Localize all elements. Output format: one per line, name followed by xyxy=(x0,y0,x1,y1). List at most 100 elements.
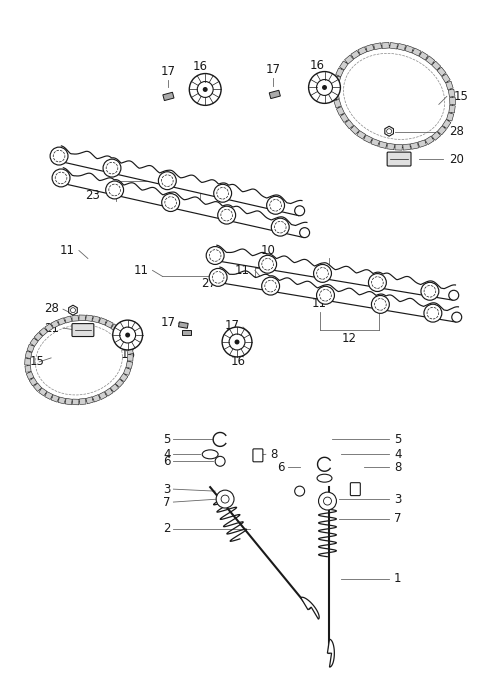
Text: 5: 5 xyxy=(394,433,401,446)
Polygon shape xyxy=(116,328,124,337)
Ellipse shape xyxy=(421,282,439,300)
Ellipse shape xyxy=(424,304,442,322)
Polygon shape xyxy=(24,359,31,365)
Polygon shape xyxy=(65,398,72,405)
Polygon shape xyxy=(92,395,100,402)
Polygon shape xyxy=(412,48,421,56)
Ellipse shape xyxy=(313,265,332,282)
Ellipse shape xyxy=(206,247,224,265)
Text: 11: 11 xyxy=(60,244,75,257)
Text: 4: 4 xyxy=(163,448,170,461)
Ellipse shape xyxy=(54,151,64,161)
Polygon shape xyxy=(333,76,341,84)
Text: 1: 1 xyxy=(394,572,402,585)
Polygon shape xyxy=(345,55,354,64)
Text: 12: 12 xyxy=(342,331,357,344)
Polygon shape xyxy=(390,42,397,49)
Polygon shape xyxy=(345,120,354,129)
FancyBboxPatch shape xyxy=(253,449,263,462)
Text: 15: 15 xyxy=(29,355,44,368)
Text: 21: 21 xyxy=(44,322,59,335)
Polygon shape xyxy=(69,306,77,315)
Polygon shape xyxy=(432,132,441,140)
Polygon shape xyxy=(395,145,402,150)
Text: 3: 3 xyxy=(163,483,170,496)
Ellipse shape xyxy=(295,206,305,216)
Polygon shape xyxy=(426,56,435,65)
Polygon shape xyxy=(333,92,339,100)
Polygon shape xyxy=(163,92,174,100)
Polygon shape xyxy=(363,135,372,143)
Ellipse shape xyxy=(56,173,66,183)
Circle shape xyxy=(229,334,245,350)
Text: 10: 10 xyxy=(261,244,275,257)
Circle shape xyxy=(322,85,327,90)
Polygon shape xyxy=(92,316,100,323)
Polygon shape xyxy=(443,119,451,128)
Polygon shape xyxy=(120,374,128,382)
Polygon shape xyxy=(111,324,119,332)
Polygon shape xyxy=(64,316,72,323)
Text: 17: 17 xyxy=(161,65,176,78)
Polygon shape xyxy=(72,399,79,405)
Polygon shape xyxy=(60,168,307,237)
Circle shape xyxy=(197,82,213,98)
Ellipse shape xyxy=(52,169,70,187)
Polygon shape xyxy=(446,113,454,121)
Polygon shape xyxy=(379,141,387,149)
Text: 23: 23 xyxy=(85,190,100,203)
Text: 16: 16 xyxy=(193,60,208,73)
Ellipse shape xyxy=(259,255,276,273)
Polygon shape xyxy=(25,351,32,359)
Polygon shape xyxy=(425,136,434,145)
Circle shape xyxy=(309,72,340,104)
Polygon shape xyxy=(410,143,419,149)
Polygon shape xyxy=(339,61,348,70)
Polygon shape xyxy=(99,318,107,325)
Polygon shape xyxy=(373,43,382,50)
Ellipse shape xyxy=(50,147,68,165)
Polygon shape xyxy=(79,398,86,404)
Polygon shape xyxy=(51,395,59,402)
Circle shape xyxy=(113,320,143,350)
Polygon shape xyxy=(123,368,131,375)
Circle shape xyxy=(316,80,333,95)
Text: 11: 11 xyxy=(235,264,250,277)
Polygon shape xyxy=(437,67,446,76)
Text: 28: 28 xyxy=(44,301,59,314)
Text: 4: 4 xyxy=(394,448,402,461)
Polygon shape xyxy=(437,126,446,135)
Polygon shape xyxy=(382,42,389,48)
Polygon shape xyxy=(127,355,133,361)
Ellipse shape xyxy=(449,291,459,300)
Circle shape xyxy=(189,74,221,106)
Polygon shape xyxy=(449,105,455,113)
Circle shape xyxy=(235,340,240,344)
Polygon shape xyxy=(120,334,129,342)
Polygon shape xyxy=(58,146,302,216)
Text: 27: 27 xyxy=(201,277,216,290)
Ellipse shape xyxy=(214,184,232,202)
Circle shape xyxy=(324,497,332,505)
Text: 17: 17 xyxy=(265,63,280,76)
Ellipse shape xyxy=(162,194,180,211)
Polygon shape xyxy=(58,318,65,325)
Text: 15: 15 xyxy=(454,90,468,103)
Text: 3: 3 xyxy=(394,492,401,505)
Polygon shape xyxy=(105,388,113,396)
Text: 16: 16 xyxy=(121,349,136,361)
Polygon shape xyxy=(446,81,453,90)
Polygon shape xyxy=(39,388,47,396)
Circle shape xyxy=(215,456,225,466)
Circle shape xyxy=(295,486,305,496)
Ellipse shape xyxy=(452,312,462,322)
Polygon shape xyxy=(350,125,360,134)
Text: 17: 17 xyxy=(225,318,240,331)
Polygon shape xyxy=(217,267,458,322)
Polygon shape xyxy=(110,384,119,392)
Text: 11: 11 xyxy=(312,297,327,310)
Polygon shape xyxy=(327,639,335,667)
Polygon shape xyxy=(333,84,339,91)
Text: 11: 11 xyxy=(133,264,148,277)
Text: 6: 6 xyxy=(163,455,170,468)
